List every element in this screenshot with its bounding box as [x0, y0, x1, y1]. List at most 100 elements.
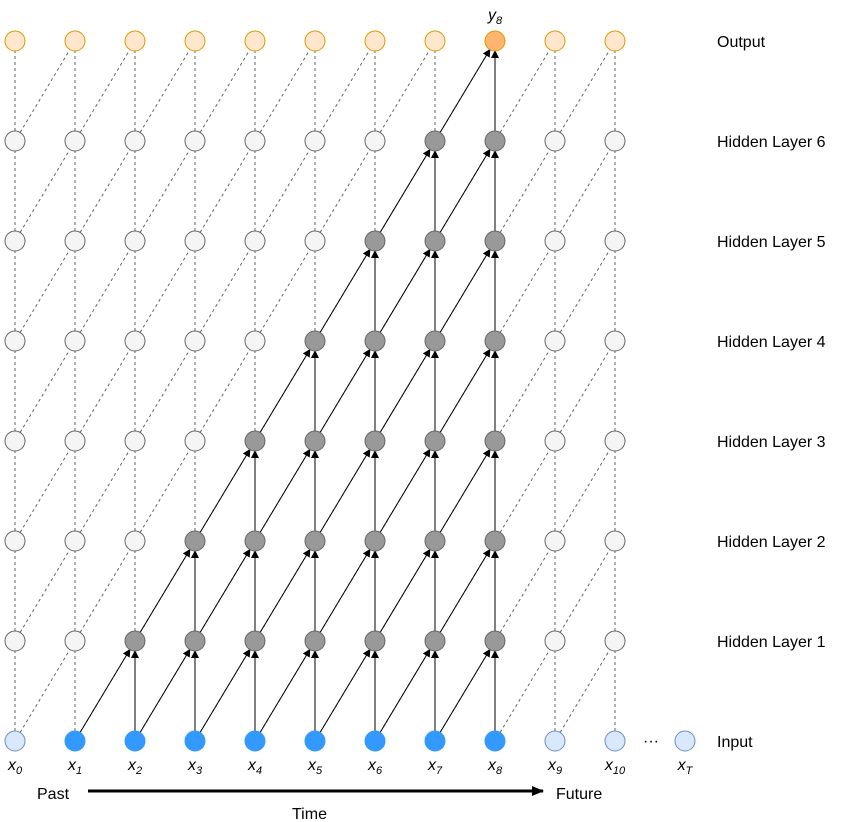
output-node — [424, 30, 446, 52]
edge-active — [199, 448, 251, 533]
edge-active — [199, 648, 251, 733]
input-label: x4 — [247, 757, 262, 777]
edge-active — [439, 148, 491, 233]
input-label: x7 — [427, 757, 443, 777]
input-node — [544, 730, 566, 752]
edge-dashed — [559, 649, 611, 733]
edge-dashed — [259, 249, 311, 333]
edge-dashed — [559, 49, 611, 133]
ellipsis: ··· — [643, 733, 659, 750]
hidden-node — [604, 330, 626, 352]
hidden-node — [244, 230, 266, 252]
edge-dashed — [139, 349, 191, 433]
input-label: x10 — [604, 757, 626, 777]
past-label: Past — [37, 786, 70, 803]
hidden-node — [4, 630, 26, 652]
edge-dashed — [259, 149, 311, 233]
hidden-node — [124, 430, 146, 452]
hidden-node — [124, 230, 146, 252]
hidden-node — [304, 530, 326, 552]
hidden-node — [184, 630, 206, 652]
layer-label-input: Input — [717, 734, 753, 751]
edge-dashed — [19, 149, 71, 233]
hidden-node — [244, 330, 266, 352]
hidden-node — [244, 530, 266, 552]
edge-dashed — [559, 449, 611, 533]
edge-active — [139, 548, 191, 633]
hidden-node — [484, 630, 506, 652]
edge-dashed — [19, 649, 71, 733]
edge-dashed — [499, 349, 551, 433]
edge-active — [379, 148, 431, 233]
hidden-node — [64, 130, 86, 152]
edge-active — [379, 348, 431, 433]
hidden-node — [304, 430, 326, 452]
edge-dashed — [499, 649, 551, 733]
edge-active — [439, 648, 491, 733]
hidden-node — [184, 130, 206, 152]
edge-dashed — [559, 149, 611, 233]
edge-dashed — [79, 449, 131, 533]
output-node — [124, 30, 146, 52]
output-node — [4, 30, 26, 52]
hidden-node — [364, 230, 386, 252]
hidden-node — [64, 330, 86, 352]
input-node — [304, 730, 326, 752]
hidden-node — [544, 330, 566, 352]
layer-label-hidden6: Hidden Layer 6 — [717, 134, 826, 151]
input-node — [484, 730, 506, 752]
edge-dashed — [319, 49, 371, 133]
edge-dashed — [79, 49, 131, 133]
hidden-node — [604, 230, 626, 252]
input-label: x9 — [547, 757, 562, 777]
edge-dashed — [499, 249, 551, 333]
edge-dashed — [79, 249, 131, 333]
edge-active — [379, 548, 431, 633]
hidden-node — [424, 530, 446, 552]
hidden-node — [4, 330, 26, 352]
edge-dashed — [79, 149, 131, 233]
edge-dashed — [19, 249, 71, 333]
hidden-node — [304, 230, 326, 252]
edge-active — [319, 548, 371, 633]
edge-active — [439, 48, 491, 133]
edge-dashed — [79, 349, 131, 433]
edge-active — [319, 348, 371, 433]
edge-dashed — [499, 49, 551, 133]
edge-dashed — [199, 249, 251, 333]
hidden-node — [4, 130, 26, 152]
edge-active — [139, 648, 191, 733]
edge-dashed — [379, 49, 431, 133]
edge-dashed — [499, 149, 551, 233]
active-edges — [79, 48, 499, 733]
hidden-node — [4, 530, 26, 552]
edge-dashed — [199, 349, 251, 433]
output-node — [544, 30, 566, 52]
hidden-node — [184, 430, 206, 452]
hidden-node — [244, 130, 266, 152]
edge-active — [259, 348, 311, 433]
hidden-node — [4, 430, 26, 452]
hidden-node — [4, 230, 26, 252]
edge-active — [199, 548, 251, 633]
layer-label-output: Output — [717, 34, 766, 51]
output-label-y8: y8 — [487, 7, 503, 27]
edge-dashed — [19, 49, 71, 133]
hidden-node — [604, 130, 626, 152]
hidden-node — [544, 630, 566, 652]
edge-dashed — [139, 49, 191, 133]
hidden-node — [364, 530, 386, 552]
input-node — [4, 730, 26, 752]
edge-dashed — [199, 49, 251, 133]
edge-dashed — [19, 549, 71, 633]
edge-dashed — [139, 149, 191, 233]
hidden-node — [124, 530, 146, 552]
input-label: x6 — [367, 757, 383, 777]
edge-active — [379, 448, 431, 533]
edge-active — [259, 448, 311, 533]
hidden-node — [484, 230, 506, 252]
input-label: x0 — [7, 757, 23, 777]
input-label-last: xT — [677, 757, 694, 777]
edge-dashed — [139, 249, 191, 333]
